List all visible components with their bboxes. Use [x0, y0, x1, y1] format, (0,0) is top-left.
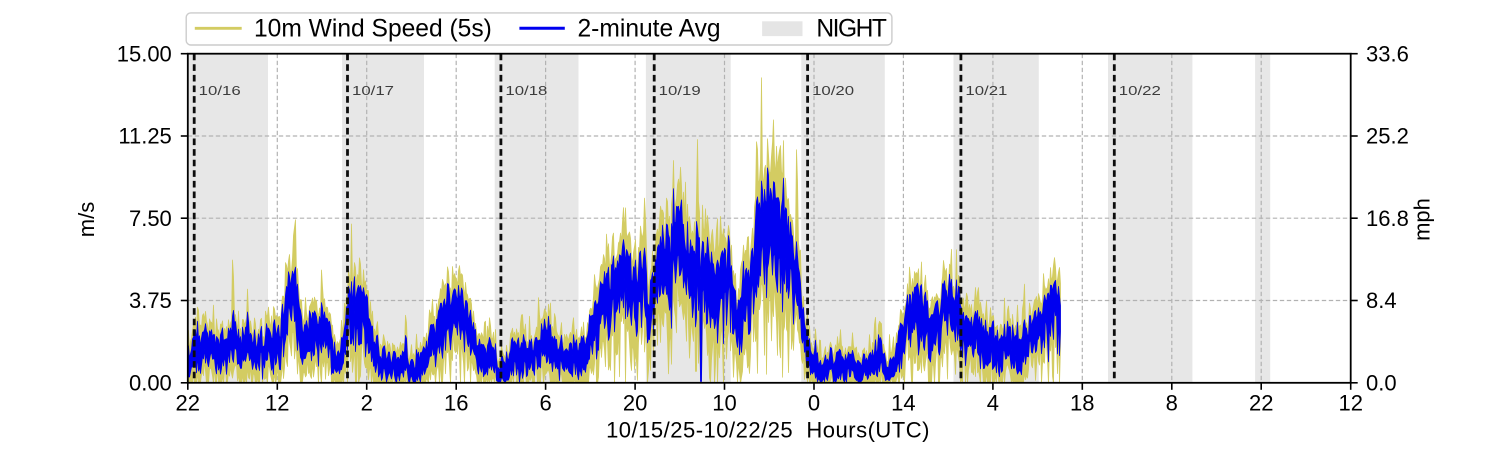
svg-text:10: 10	[712, 391, 736, 416]
svg-text:10/22: 10/22	[1119, 83, 1161, 98]
svg-text:25.2: 25.2	[1366, 124, 1409, 149]
svg-text:mph: mph	[1410, 198, 1435, 241]
svg-text:22: 22	[1249, 391, 1273, 416]
svg-text:33.6: 33.6	[1366, 41, 1409, 66]
svg-text:10/20: 10/20	[812, 83, 854, 98]
svg-text:6: 6	[539, 391, 551, 416]
svg-text:16.8: 16.8	[1366, 206, 1409, 231]
svg-text:8: 8	[1166, 391, 1178, 416]
svg-text:10/16: 10/16	[199, 83, 241, 98]
svg-text:m/s: m/s	[74, 202, 99, 237]
svg-text:22: 22	[176, 391, 200, 416]
svg-text:11.25: 11.25	[118, 124, 171, 149]
svg-text:12: 12	[1338, 391, 1362, 416]
svg-text:8.4: 8.4	[1366, 288, 1397, 313]
svg-text:7.50: 7.50	[129, 206, 172, 231]
svg-text:NIGHT: NIGHT	[816, 16, 886, 43]
svg-text:4: 4	[987, 391, 999, 416]
svg-text:2: 2	[361, 391, 373, 416]
svg-text:14: 14	[891, 391, 915, 416]
svg-text:0.00: 0.00	[129, 371, 172, 396]
svg-text:3.75: 3.75	[129, 288, 172, 313]
svg-text:0: 0	[808, 391, 820, 416]
svg-text:12: 12	[265, 391, 289, 416]
svg-text:15.00: 15.00	[117, 41, 172, 66]
svg-text:10m Wind Speed (5s): 10m Wind Speed (5s)	[254, 16, 492, 43]
svg-text:20: 20	[623, 391, 647, 416]
svg-text:10/18: 10/18	[505, 83, 547, 98]
svg-text:18: 18	[1070, 391, 1094, 416]
svg-text:0.0: 0.0	[1366, 371, 1397, 396]
svg-text:10/21: 10/21	[965, 83, 1007, 98]
svg-text:10/15/25-10/22/25 Hours(UTC): 10/15/25-10/22/25 Hours(UTC)	[606, 418, 930, 443]
svg-text:16: 16	[444, 391, 468, 416]
svg-text:2-minute Avg: 2-minute Avg	[578, 16, 721, 43]
svg-text:10/19: 10/19	[659, 83, 701, 98]
svg-text:10/17: 10/17	[352, 83, 394, 98]
